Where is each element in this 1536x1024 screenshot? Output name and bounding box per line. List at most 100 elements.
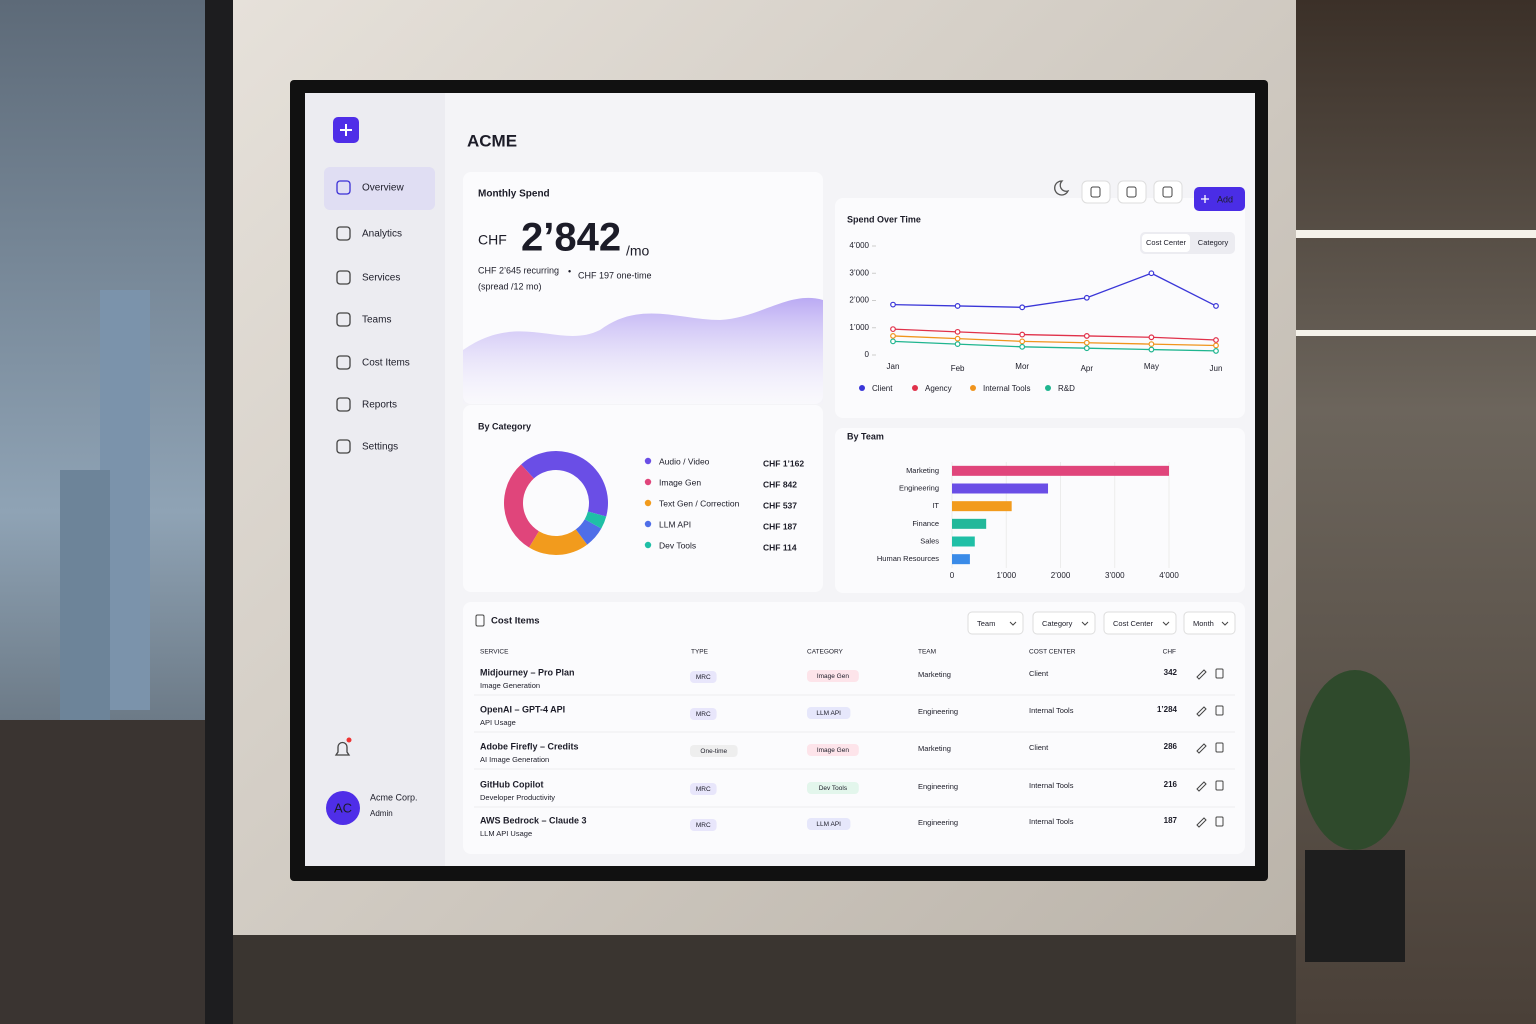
point xyxy=(1083,339,1090,346)
x-tick-label: 1’000 xyxy=(996,571,1016,580)
point xyxy=(954,341,961,348)
point xyxy=(1083,333,1090,339)
point xyxy=(890,338,896,345)
add-button[interactable] xyxy=(1194,187,1245,211)
point xyxy=(1148,346,1155,353)
toolbar-button[interactable] xyxy=(1117,180,1147,204)
notification-dot xyxy=(346,737,352,743)
x-tick-label: Feb xyxy=(951,364,965,373)
y-tick-label: Finance xyxy=(912,519,939,528)
toolbar-button[interactable] xyxy=(1081,180,1111,204)
category-pill-label: Image Gen xyxy=(817,673,850,680)
legend-dot xyxy=(859,385,865,391)
edit-button[interactable] xyxy=(1196,743,1207,754)
amount: 286 xyxy=(1164,742,1178,751)
nav-item: Teams xyxy=(362,315,391,326)
filter-dropdown[interactable] xyxy=(1032,611,1096,635)
column-header: TYPE xyxy=(691,649,709,656)
category-pill-label: Dev Tools xyxy=(819,785,848,792)
nav-item: Services xyxy=(362,273,400,284)
unit: /mo xyxy=(626,243,650,259)
y-tick-label: Marketing xyxy=(906,466,939,475)
point xyxy=(1019,331,1026,338)
toolbar-icon xyxy=(1090,186,1101,198)
filter-dropdown[interactable] xyxy=(1183,611,1236,635)
nav-icon xyxy=(336,355,351,370)
y-tick-label: 0 xyxy=(865,350,870,359)
edit-button[interactable] xyxy=(1196,669,1207,680)
bar xyxy=(952,465,1169,476)
service-name: Midjourney – Pro Plan xyxy=(480,667,575,677)
card-title: By Team xyxy=(847,431,884,441)
toolbar-button[interactable] xyxy=(1153,180,1183,204)
avatar xyxy=(326,791,360,825)
bar xyxy=(952,554,970,565)
donut-segment xyxy=(521,451,609,517)
point xyxy=(1019,304,1026,311)
nav-icon xyxy=(336,180,351,195)
line xyxy=(892,335,1217,347)
plant xyxy=(1300,670,1410,850)
type-pill xyxy=(690,819,717,831)
category-pill xyxy=(807,670,859,682)
toolbar-icon xyxy=(1126,186,1137,198)
amount: 216 xyxy=(1164,780,1178,789)
bar xyxy=(952,518,987,529)
logo-icon xyxy=(340,124,352,136)
avatar-initials: AC xyxy=(334,800,352,815)
point xyxy=(1019,338,1026,345)
team: Marketing xyxy=(918,670,951,679)
card xyxy=(835,428,1245,593)
tab-active[interactable] xyxy=(1142,234,1190,252)
legend-dot xyxy=(644,457,652,465)
amount: 1’284 xyxy=(1157,705,1178,714)
nav-icon xyxy=(336,439,351,454)
nav-item: Overview xyxy=(362,183,404,194)
y-tick-label: IT xyxy=(932,501,939,510)
x-tick-label: Mor xyxy=(1015,362,1029,371)
filter-dropdown[interactable] xyxy=(967,611,1024,635)
edit-button[interactable] xyxy=(1196,781,1207,792)
legend-label: Image Gen xyxy=(659,477,701,487)
donut-segment xyxy=(584,511,607,529)
theme-toggle[interactable] xyxy=(1054,180,1070,196)
y-tick-label: Human Resources xyxy=(877,554,939,563)
amount: 342 xyxy=(1164,668,1178,677)
edit-button[interactable] xyxy=(1196,706,1207,717)
point xyxy=(954,303,961,309)
category-pill xyxy=(807,818,851,830)
type-pill xyxy=(690,671,717,683)
delete-button[interactable] xyxy=(1215,705,1224,716)
recurring: CHF 2’645 recurring xyxy=(478,265,559,275)
legend-label: Agency xyxy=(925,384,952,393)
line xyxy=(892,328,1217,341)
x-tick-label: May xyxy=(1144,362,1159,371)
edit-button[interactable] xyxy=(1196,817,1207,828)
legend-dot xyxy=(912,385,918,391)
point xyxy=(890,301,896,308)
team: Marketing xyxy=(918,744,951,753)
delete-button[interactable] xyxy=(1215,742,1224,753)
add-icon xyxy=(1201,195,1209,203)
delete-button[interactable] xyxy=(1215,780,1224,791)
point xyxy=(954,335,961,342)
delete-button[interactable] xyxy=(1215,816,1224,827)
legend-label: LLM API xyxy=(659,519,691,529)
nav-icon xyxy=(336,397,351,412)
type-pill xyxy=(690,783,717,795)
notification-bell[interactable] xyxy=(334,741,351,756)
filter-label: Month xyxy=(1193,619,1214,628)
x-tick-label: 4’000 xyxy=(1159,571,1179,580)
legend-dot xyxy=(644,478,652,486)
service-name: OpenAI – GPT-4 API xyxy=(480,704,565,714)
tab: Category xyxy=(1198,238,1229,247)
value-label: CHF 114 xyxy=(763,542,797,552)
ceiling-light xyxy=(1296,330,1536,336)
column-header: CATEGORY xyxy=(807,649,844,656)
category-pill xyxy=(807,744,859,756)
x-tick-label: Apr xyxy=(1081,364,1094,373)
delete-button[interactable] xyxy=(1215,668,1224,679)
amount: 2’842 xyxy=(521,216,621,260)
filter-dropdown[interactable] xyxy=(1103,611,1177,635)
